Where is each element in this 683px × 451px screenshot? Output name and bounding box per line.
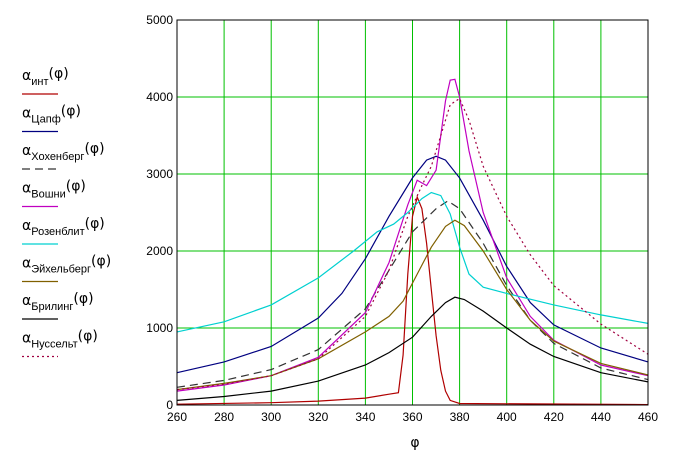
x-tick-label: 340 <box>355 410 375 424</box>
legend-label: αРозенблит(φ) <box>22 216 105 238</box>
x-tick-label: 460 <box>638 410 658 424</box>
y-tick-label: 3000 <box>146 167 173 181</box>
series-line-7 <box>176 296 649 401</box>
series-line-1 <box>176 195 649 406</box>
legend-label: αВошни(φ) <box>22 179 86 201</box>
legend-label: αХохенберг(φ) <box>22 141 105 163</box>
legend-label: αинт(φ) <box>22 66 69 88</box>
series-line-2 <box>176 155 649 374</box>
x-tick-label: 280 <box>214 410 234 424</box>
x-tick-labels: 260 280 300 320 340 360 380 400 420 440 460 <box>167 410 658 424</box>
x-tick-label: 320 <box>308 410 328 424</box>
x-tick-label: 380 <box>450 410 470 424</box>
y-tick-labels: 0 1000 2000 3000 4000 5000 <box>146 13 173 412</box>
series-line-8 <box>176 97 649 391</box>
plot-lines <box>176 78 649 406</box>
x-axis-label: φ <box>410 435 419 451</box>
x-tick-label: 360 <box>402 410 422 424</box>
legend-label: αБрилинг(φ) <box>22 291 94 313</box>
y-tick-label: 0 <box>166 398 173 412</box>
y-tick-label: 4000 <box>146 90 173 104</box>
series-line-3 <box>176 200 649 388</box>
x-tick-label: 300 <box>261 410 281 424</box>
x-tick-label: 260 <box>167 410 187 424</box>
x-tick-label: 400 <box>497 410 517 424</box>
plot-frame <box>176 19 649 406</box>
legend-label: αЦапф(φ) <box>22 104 81 126</box>
grid <box>176 19 649 406</box>
legend: αинт(φ) αЦапф(φ) αХохенберг(φ) αВошни(φ) αРо… <box>22 66 111 358</box>
y-tick-label: 2000 <box>146 244 173 258</box>
legend-label: αНуссельт(φ) <box>22 329 98 351</box>
x-tick-label: 440 <box>591 410 611 424</box>
series-line-5 <box>176 191 649 333</box>
y-tick-label: 5000 <box>146 13 173 27</box>
series-line-4 <box>176 78 649 392</box>
y-tick-label: 1000 <box>146 321 173 335</box>
legend-label: αЭйхельберг(φ) <box>22 254 111 276</box>
x-tick-label: 420 <box>544 410 564 424</box>
